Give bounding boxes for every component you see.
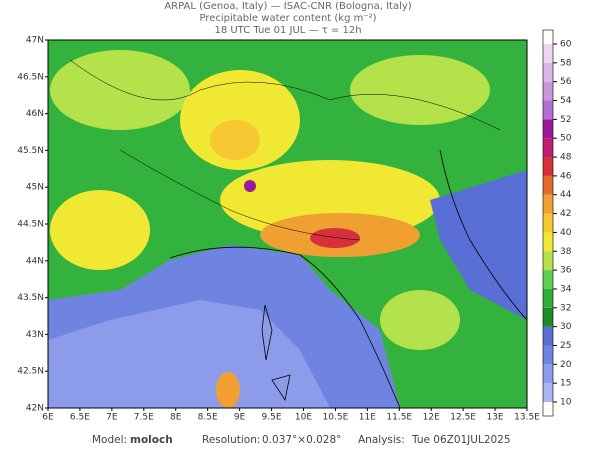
colorbar-segment [543,383,553,402]
lon-label: 11.5E [386,413,412,423]
colorbar-segment [543,326,553,346]
lat-label: 45N [26,183,44,193]
colorbar-label: 32 [560,303,571,313]
colorbar-label: 48 [560,153,572,163]
lon-label: 13.5E [514,413,540,423]
colorbar-segment [543,157,553,176]
colorbar-label: 34 [560,284,572,294]
colorbar-label: 60 [560,40,572,50]
lat-label: 43.5N [17,293,44,303]
colorbar-label: 36 [560,266,572,276]
footer-label: Model: [92,434,127,446]
colorbar-label: 30 [560,322,572,332]
lon-label: 10.5E [323,413,349,423]
header-line: 18 UTC Tue 01 JUL — τ = 12h [214,25,361,36]
colorbar-segment [543,44,553,63]
colorbar-label: 15 [560,379,571,389]
colorbar-segment [543,100,553,120]
lat-label: 46.5N [17,72,44,82]
lon-label: 7.5E [134,413,154,423]
colorbar-label: 25 [560,341,571,351]
footer-value: moloch [130,434,173,446]
colorbar-frame [542,29,554,417]
colorbar-segment [543,138,553,158]
lon-label: 12E [423,413,440,423]
lat-label: 47N [26,36,44,46]
colorbar-label: 52 [560,115,571,125]
lat-label: 44N [26,256,44,266]
colorbar-segment [543,213,553,233]
lat-label: 42.5N [17,367,44,377]
colorbar-label: 40 [560,228,572,238]
footer-label: Resolution: [202,434,260,446]
lon-label: 11E [359,413,376,423]
colorbar-segment [543,288,553,308]
lat-label: 43N [26,330,44,340]
colorbar-segment [543,119,553,139]
colorbar-label: 58 [560,58,572,68]
colorbar-label: 50 [560,134,572,144]
colorbar-segment [543,194,553,214]
colorbar-label: 20 [560,360,572,370]
lon-label: 6.5E [70,413,90,423]
colorbar-segment [543,175,553,195]
colorbar-label: 42 [560,209,571,219]
colorbar-label: 46 [560,171,572,181]
lat-label: 42N [26,404,44,414]
footer-value: 0.037°×0.028° [262,434,341,446]
lon-label: 7E [106,413,118,423]
colorbar-label: 38 [560,247,572,257]
lon-label: 8.5E [198,413,218,423]
colorbar-label: 56 [560,77,572,87]
colorbar-segment [543,81,553,101]
colorbar-segment [543,345,553,365]
lon-label: 13E [486,413,503,423]
lon-label: 12.5E [450,413,476,423]
footer-value: Tue 06Z01JUL2025 [411,434,511,446]
lon-label: 6E [42,413,54,423]
colorbar-segment [543,270,553,289]
lon-label: 10E [295,413,312,423]
lat-label: 44.5N [17,220,44,230]
colorbar-segment [543,307,553,327]
colorbar-segment [543,364,553,384]
map-field [48,40,527,408]
footer-label: Analysis: [358,434,405,446]
lat-label: 45.5N [17,146,44,156]
lon-label: 9.5E [262,413,282,423]
header-line: ARPAL (Genoa, Italy) — ISAC-CNR (Bologna… [164,1,411,12]
header-line: Precipitable water content (kg m⁻²) [199,13,376,24]
colorbar-label: 54 [560,96,572,106]
lon-label: 9E [234,413,246,423]
colorbar-segment [543,62,553,82]
lat-label: 46N [26,109,44,119]
colorbar-segment [543,251,553,271]
colorbar-label: 44 [560,190,572,200]
lon-label: 8E [170,413,182,423]
colorbar-segment [543,232,553,252]
colorbar-label: 10 [560,398,572,408]
